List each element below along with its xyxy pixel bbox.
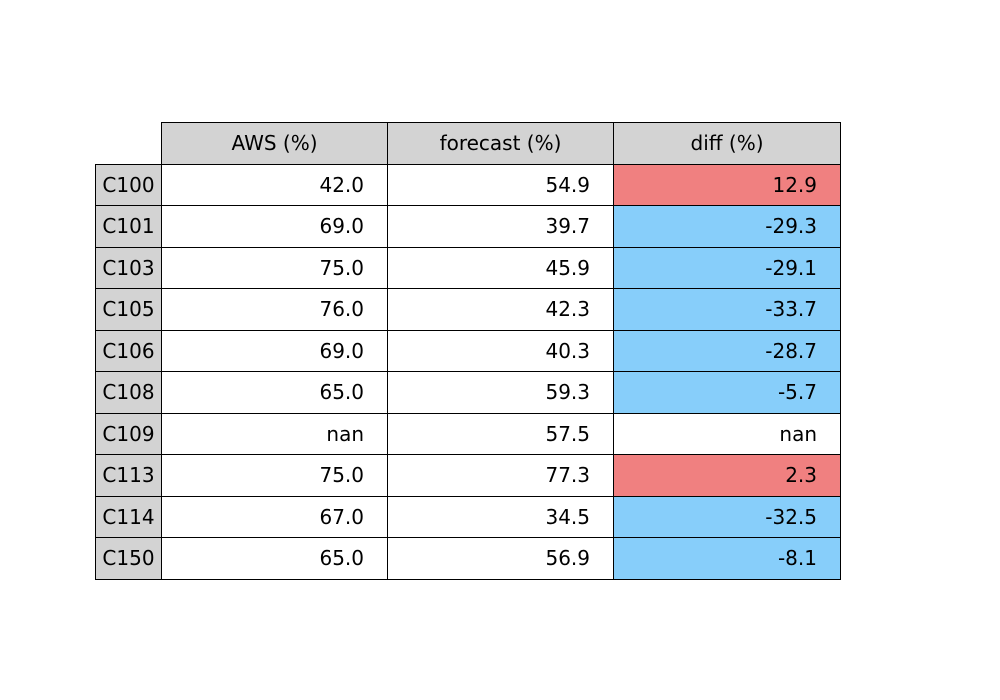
cell-aws: 67.0 (161, 495, 388, 538)
data-table-container: AWS (%) forecast (%) diff (%) C100 42.0 54… (95, 122, 841, 580)
column-header-diff: diff (%) (613, 122, 841, 165)
cell-diff: -33.7 (613, 288, 841, 331)
row-header: C109 (95, 412, 162, 455)
header-row: AWS (%) forecast (%) diff (%) (96, 122, 841, 165)
cell-diff: -29.1 (613, 246, 841, 289)
table-row: C114 67.0 34.5 -32.5 (95, 495, 841, 538)
cell-forecast: 56.9 (387, 537, 614, 580)
row-header: C101 (95, 205, 162, 248)
row-header: C108 (95, 371, 162, 414)
cell-forecast: 34.5 (387, 495, 614, 538)
table-row: C113 75.0 77.3 2.3 (95, 454, 841, 497)
cell-aws: nan (161, 412, 388, 455)
cell-diff: -8.1 (613, 537, 841, 580)
cell-diff: -32.5 (613, 495, 841, 538)
cell-aws: 42.0 (161, 163, 388, 206)
cell-diff: -28.7 (613, 329, 841, 372)
data-table: AWS (%) forecast (%) diff (%) C100 42.0 54… (95, 122, 841, 580)
cell-aws: 75.0 (161, 246, 388, 289)
row-header: C100 (95, 163, 162, 206)
row-header: C103 (95, 246, 162, 289)
cell-diff: 12.9 (613, 163, 841, 206)
cell-forecast: 59.3 (387, 371, 614, 414)
cell-forecast: 45.9 (387, 246, 614, 289)
cell-forecast: 39.7 (387, 205, 614, 248)
column-header-forecast: forecast (%) (387, 122, 614, 165)
cell-diff: nan (613, 412, 841, 455)
cell-forecast: 42.3 (387, 288, 614, 331)
row-header: C105 (95, 288, 162, 331)
table-row: C100 42.0 54.9 12.9 (95, 163, 841, 206)
cell-aws: 69.0 (161, 329, 388, 372)
cell-diff: -29.3 (613, 205, 841, 248)
row-header: C106 (95, 329, 162, 372)
row-header: C150 (95, 537, 162, 580)
table-row: C101 69.0 39.7 -29.3 (95, 205, 841, 248)
cell-forecast: 57.5 (387, 412, 614, 455)
cell-diff: -5.7 (613, 371, 841, 414)
cell-forecast: 77.3 (387, 454, 614, 497)
corner-cell (96, 123, 162, 165)
table-row: C108 65.0 59.3 -5.7 (95, 371, 841, 414)
table-body: C100 42.0 54.9 12.9 C101 69.0 39.7 -29.3 C103 75.… (95, 163, 841, 580)
table-row: C150 65.0 56.9 -8.1 (95, 537, 841, 580)
cell-aws: 65.0 (161, 537, 388, 580)
cell-aws: 76.0 (161, 288, 388, 331)
table-row: C109 nan 57.5 nan (95, 412, 841, 455)
column-header-aws: AWS (%) (161, 122, 388, 165)
cell-aws: 69.0 (161, 205, 388, 248)
cell-forecast: 54.9 (387, 163, 614, 206)
table-row: C105 76.0 42.3 -33.7 (95, 288, 841, 331)
cell-aws: 65.0 (161, 371, 388, 414)
table-row: C106 69.0 40.3 -28.7 (95, 329, 841, 372)
table-row: C103 75.0 45.9 -29.1 (95, 246, 841, 289)
cell-aws: 75.0 (161, 454, 388, 497)
row-header: C113 (95, 454, 162, 497)
cell-diff: 2.3 (613, 454, 841, 497)
cell-forecast: 40.3 (387, 329, 614, 372)
row-header: C114 (95, 495, 162, 538)
